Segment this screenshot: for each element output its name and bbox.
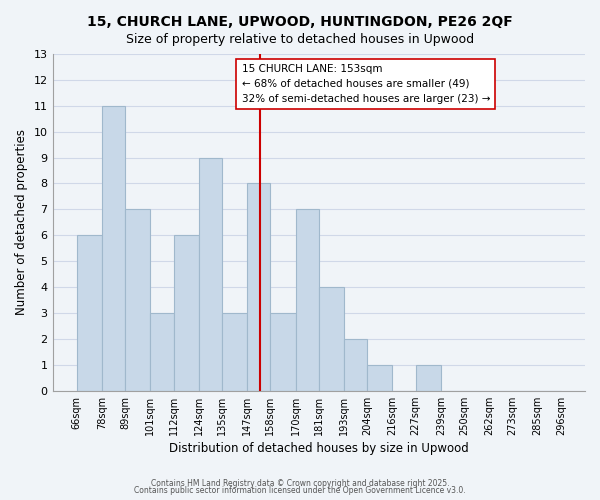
Bar — [125, 210, 151, 390]
Bar — [173, 236, 199, 390]
Bar — [199, 158, 222, 390]
Bar — [416, 365, 441, 390]
Bar — [296, 210, 319, 390]
Text: Contains public sector information licensed under the Open Government Licence v3: Contains public sector information licen… — [134, 486, 466, 495]
Bar — [151, 313, 173, 390]
Bar — [271, 313, 296, 390]
Bar — [319, 287, 344, 391]
Text: 15, CHURCH LANE, UPWOOD, HUNTINGDON, PE26 2QF: 15, CHURCH LANE, UPWOOD, HUNTINGDON, PE2… — [87, 15, 513, 29]
Bar — [77, 236, 102, 390]
Bar — [247, 184, 271, 390]
Bar — [102, 106, 125, 391]
Bar — [222, 313, 247, 390]
Y-axis label: Number of detached properties: Number of detached properties — [15, 130, 28, 316]
Text: Contains HM Land Registry data © Crown copyright and database right 2025.: Contains HM Land Registry data © Crown c… — [151, 478, 449, 488]
Bar — [367, 365, 392, 390]
Text: Size of property relative to detached houses in Upwood: Size of property relative to detached ho… — [126, 32, 474, 46]
Bar — [344, 339, 367, 390]
X-axis label: Distribution of detached houses by size in Upwood: Distribution of detached houses by size … — [169, 442, 469, 455]
Text: 15 CHURCH LANE: 153sqm
← 68% of detached houses are smaller (49)
32% of semi-det: 15 CHURCH LANE: 153sqm ← 68% of detached… — [242, 64, 490, 104]
